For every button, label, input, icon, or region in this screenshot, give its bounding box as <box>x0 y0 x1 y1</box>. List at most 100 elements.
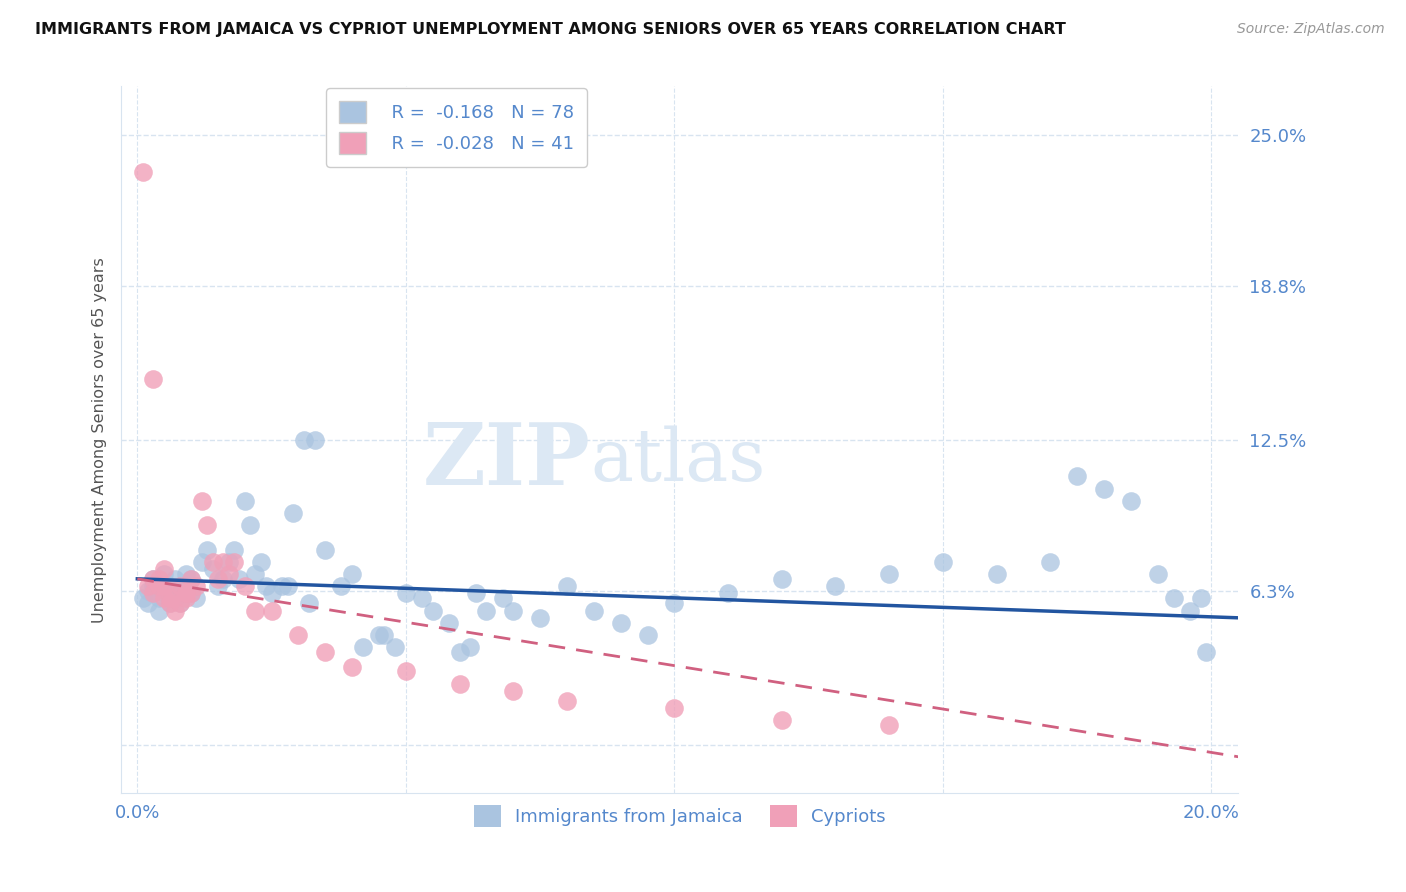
Point <box>169 596 191 610</box>
Point <box>664 596 686 610</box>
Point <box>239 518 262 533</box>
Point <box>131 591 153 606</box>
Text: IMMIGRANTS FROM JAMAICA VS CYPRIOT UNEMPLOYMENT AMONG SENIORS OVER 65 YEARS CORR: IMMIGRANTS FROM JAMAICA VS CYPRIOT UNEMP… <box>35 22 1066 37</box>
Point <box>314 542 336 557</box>
Point <box>180 586 202 600</box>
Point <box>174 579 197 593</box>
Point <box>271 579 294 593</box>
Point <box>475 603 498 617</box>
Point <box>163 572 186 586</box>
Point <box>491 591 513 606</box>
Point <box>368 628 391 642</box>
Point <box>174 586 197 600</box>
Point <box>637 628 659 642</box>
Point <box>555 694 578 708</box>
Point <box>449 645 471 659</box>
Text: Source: ZipAtlas.com: Source: ZipAtlas.com <box>1237 22 1385 37</box>
Point <box>1163 591 1185 606</box>
Point <box>1066 469 1088 483</box>
Point <box>233 579 256 593</box>
Point <box>250 555 273 569</box>
Point <box>1189 591 1212 606</box>
Point <box>1178 603 1201 617</box>
Point <box>201 555 224 569</box>
Point <box>186 591 208 606</box>
Point <box>449 676 471 690</box>
Point <box>201 562 224 576</box>
Point <box>233 493 256 508</box>
Point <box>986 566 1008 581</box>
Point <box>169 579 191 593</box>
Point <box>136 596 159 610</box>
Point <box>159 596 181 610</box>
Point <box>174 566 197 581</box>
Point <box>245 603 267 617</box>
Point <box>180 586 202 600</box>
Point <box>131 164 153 178</box>
Point <box>207 572 229 586</box>
Point <box>717 586 740 600</box>
Point <box>1119 493 1142 508</box>
Point <box>502 684 524 698</box>
Point <box>529 611 551 625</box>
Point <box>180 572 202 586</box>
Point <box>153 586 176 600</box>
Point <box>395 665 418 679</box>
Point <box>153 591 176 606</box>
Point <box>218 566 240 581</box>
Text: atlas: atlas <box>591 425 766 496</box>
Point <box>770 713 793 727</box>
Point <box>437 615 460 630</box>
Point <box>169 586 191 600</box>
Point <box>411 591 433 606</box>
Point <box>159 591 181 606</box>
Y-axis label: Unemployment Among Seniors over 65 years: Unemployment Among Seniors over 65 years <box>93 257 107 623</box>
Point <box>218 555 240 569</box>
Point <box>422 603 444 617</box>
Point <box>163 591 186 606</box>
Point <box>555 579 578 593</box>
Point <box>609 615 631 630</box>
Point <box>195 542 218 557</box>
Point <box>153 566 176 581</box>
Point <box>395 586 418 600</box>
Point <box>148 579 170 593</box>
Point <box>142 586 165 600</box>
Point <box>770 572 793 586</box>
Point <box>340 566 363 581</box>
Point <box>304 433 326 447</box>
Point <box>281 506 304 520</box>
Point <box>932 555 955 569</box>
Point <box>222 542 245 557</box>
Point <box>664 701 686 715</box>
Legend: Immigrants from Jamaica, Cypriots: Immigrants from Jamaica, Cypriots <box>467 797 893 834</box>
Point <box>352 640 374 654</box>
Point <box>212 572 235 586</box>
Point <box>824 579 846 593</box>
Point <box>207 579 229 593</box>
Point <box>142 372 165 386</box>
Point <box>148 591 170 606</box>
Point <box>245 566 267 581</box>
Point <box>340 659 363 673</box>
Point <box>228 572 250 586</box>
Point <box>195 518 218 533</box>
Point <box>136 579 159 593</box>
Point <box>877 718 900 732</box>
Point <box>260 603 283 617</box>
Point <box>260 586 283 600</box>
Point <box>330 579 353 593</box>
Point <box>186 579 208 593</box>
Point <box>142 572 165 586</box>
Point <box>153 562 176 576</box>
Point <box>169 596 191 610</box>
Point <box>582 603 605 617</box>
Point <box>1039 555 1062 569</box>
Point <box>314 645 336 659</box>
Point <box>142 579 165 593</box>
Point <box>159 579 181 593</box>
Point <box>1092 482 1115 496</box>
Point <box>1195 645 1218 659</box>
Point <box>163 603 186 617</box>
Point <box>191 493 214 508</box>
